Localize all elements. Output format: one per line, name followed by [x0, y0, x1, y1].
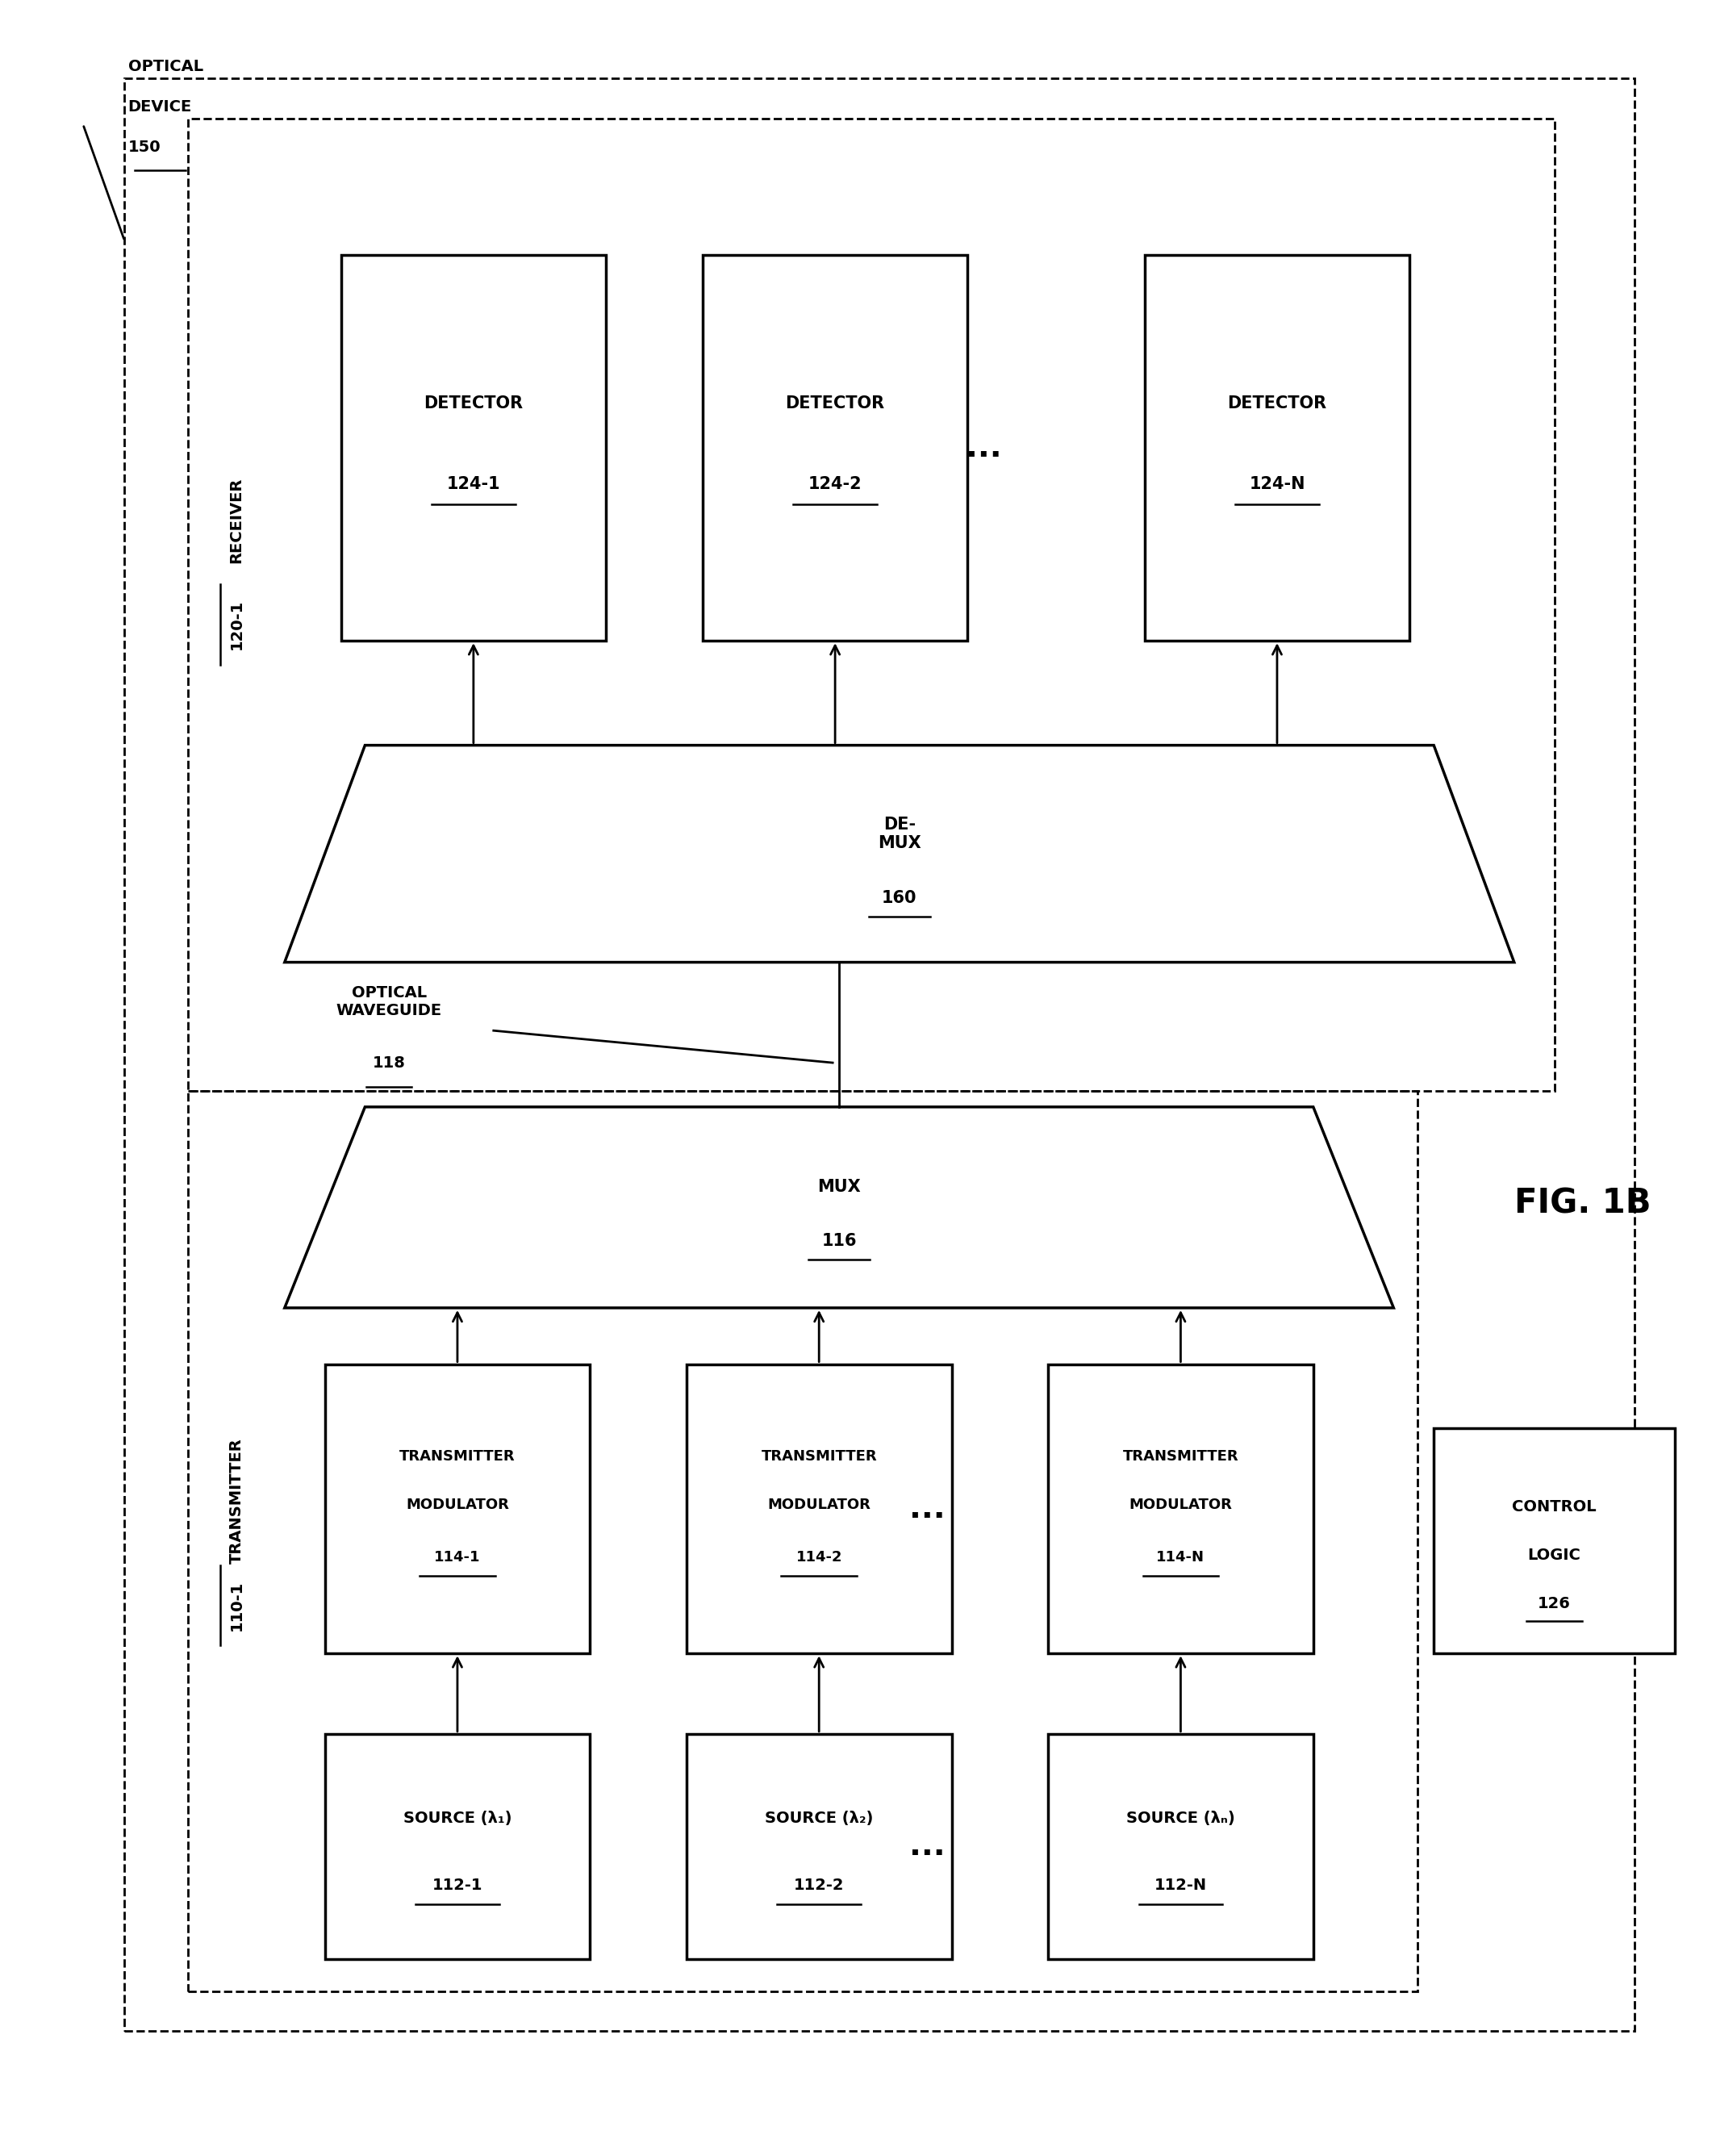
- Text: DETECTOR: DETECTOR: [424, 395, 523, 412]
- Text: 116: 116: [822, 1233, 856, 1248]
- Text: 114-2: 114-2: [796, 1550, 843, 1565]
- Bar: [1435, 1429, 1675, 1654]
- Text: ...: ...: [909, 1830, 946, 1861]
- Bar: [189, 119, 1555, 1091]
- Text: 110-1: 110-1: [228, 1580, 244, 1630]
- Text: DETECTOR: DETECTOR: [1227, 395, 1326, 412]
- Bar: [686, 1733, 952, 1960]
- Bar: [1048, 1365, 1313, 1654]
- Text: MODULATOR: MODULATOR: [767, 1498, 870, 1511]
- Bar: [702, 254, 968, 640]
- Text: 160: 160: [882, 890, 916, 906]
- Text: 120-1: 120-1: [228, 599, 244, 649]
- Bar: [324, 1733, 590, 1960]
- Text: 126: 126: [1538, 1595, 1570, 1611]
- Text: SOURCE (λₙ): SOURCE (λₙ): [1126, 1811, 1236, 1826]
- Text: RECEIVER: RECEIVER: [228, 476, 244, 563]
- Text: DEVICE: DEVICE: [129, 99, 192, 114]
- Text: TRANSMITTER: TRANSMITTER: [228, 1438, 244, 1563]
- Bar: [341, 254, 606, 640]
- Text: CONTROL: CONTROL: [1512, 1501, 1596, 1516]
- Bar: [324, 1365, 590, 1654]
- Bar: [1048, 1733, 1313, 1960]
- Text: SOURCE (λ₁): SOURCE (λ₁): [403, 1811, 511, 1826]
- Text: TRANSMITTER: TRANSMITTER: [1122, 1449, 1239, 1464]
- Text: MODULATOR: MODULATOR: [1129, 1498, 1232, 1511]
- Text: TRANSMITTER: TRANSMITTER: [400, 1449, 515, 1464]
- Text: 150: 150: [129, 140, 161, 155]
- Text: ...: ...: [909, 1494, 946, 1524]
- Text: 124-N: 124-N: [1249, 476, 1306, 492]
- Text: SOURCE (λ₂): SOURCE (λ₂): [765, 1811, 873, 1826]
- Bar: [189, 1091, 1417, 1990]
- Text: 114-N: 114-N: [1157, 1550, 1205, 1565]
- Text: MUX: MUX: [817, 1179, 861, 1194]
- Polygon shape: [285, 746, 1514, 962]
- Text: TRANSMITTER: TRANSMITTER: [762, 1449, 877, 1464]
- Text: FIG. 1B: FIG. 1B: [1514, 1186, 1651, 1220]
- Text: OPTICAL
WAVEGUIDE: OPTICAL WAVEGUIDE: [336, 985, 443, 1018]
- Text: 112-1: 112-1: [432, 1878, 482, 1893]
- Text: ...: ...: [966, 433, 1002, 464]
- Text: MODULATOR: MODULATOR: [405, 1498, 510, 1511]
- Text: 124-1: 124-1: [446, 476, 501, 492]
- Text: 112-N: 112-N: [1155, 1878, 1206, 1893]
- Polygon shape: [285, 1106, 1393, 1309]
- Text: DE-
MUX: DE- MUX: [877, 817, 921, 852]
- Text: DETECTOR: DETECTOR: [786, 395, 885, 412]
- Text: 112-2: 112-2: [795, 1878, 844, 1893]
- Bar: [124, 78, 1635, 2031]
- Text: 118: 118: [372, 1056, 405, 1072]
- Text: 124-2: 124-2: [808, 476, 861, 492]
- Bar: [686, 1365, 952, 1654]
- Bar: [1145, 254, 1409, 640]
- Text: OPTICAL: OPTICAL: [129, 58, 202, 73]
- Text: 114-1: 114-1: [434, 1550, 480, 1565]
- Text: LOGIC: LOGIC: [1527, 1548, 1580, 1563]
